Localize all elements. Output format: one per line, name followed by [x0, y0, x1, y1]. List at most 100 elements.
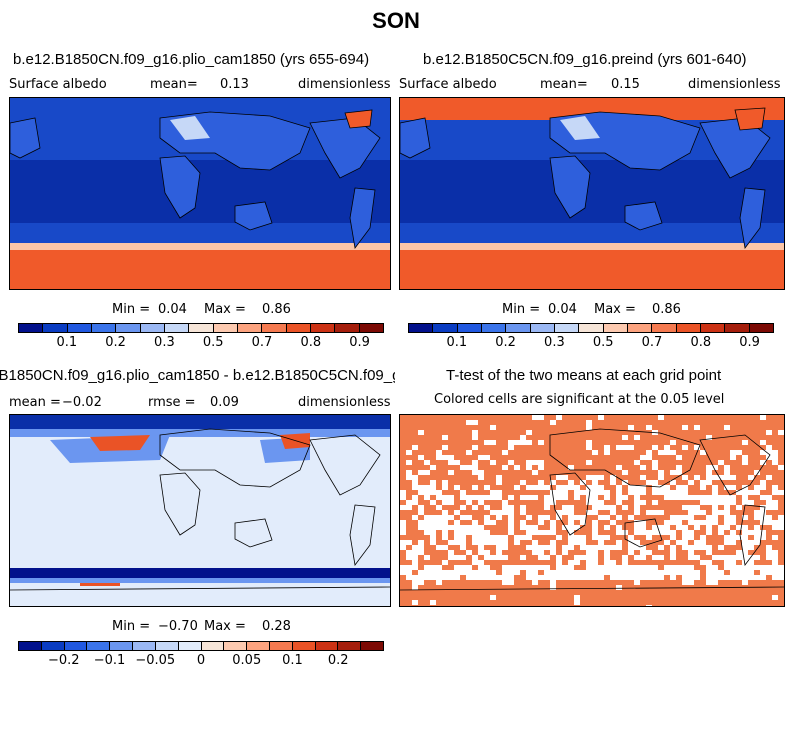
significant-cell [736, 500, 742, 505]
significant-cell [676, 545, 682, 550]
significant-cell [424, 505, 430, 510]
significant-cell [748, 535, 754, 540]
significant-cell [460, 595, 466, 600]
significant-cell [586, 590, 592, 595]
significant-cell [526, 585, 532, 590]
significant-cell [736, 440, 742, 445]
significant-cell [622, 580, 628, 585]
significant-cell [568, 500, 574, 505]
significant-cell [616, 580, 622, 585]
significant-cell [478, 580, 484, 585]
significant-cell [520, 540, 526, 545]
significant-cell [766, 540, 772, 545]
significant-cell [568, 555, 574, 560]
significant-cell [514, 490, 520, 495]
significant-cell [664, 430, 670, 435]
significant-cell [400, 515, 406, 520]
significant-cell [412, 460, 418, 465]
significant-cell [580, 455, 586, 460]
significant-cell [658, 495, 664, 500]
significant-cell [514, 510, 520, 515]
significant-cell [424, 450, 430, 455]
significant-cell [748, 590, 754, 595]
significant-cell [646, 540, 652, 545]
significant-cell [676, 580, 682, 585]
significant-cell [526, 425, 532, 430]
significant-cell [454, 500, 460, 505]
significant-cell [730, 490, 736, 495]
significant-cell [682, 460, 688, 465]
significant-cell [748, 495, 754, 500]
significant-cell [490, 475, 496, 480]
significant-cell [568, 585, 574, 590]
significant-cell [742, 420, 748, 425]
significant-cell [712, 415, 718, 420]
significant-cell [556, 545, 562, 550]
significant-cell [754, 455, 760, 460]
significant-cell [418, 495, 424, 500]
significant-cell [460, 460, 466, 465]
significant-cell [658, 445, 664, 450]
significant-cell [448, 545, 454, 550]
significant-cell [778, 455, 784, 460]
significant-cell [706, 595, 712, 600]
significant-cell [424, 600, 430, 605]
significant-cell [754, 570, 760, 575]
significant-cell [616, 470, 622, 475]
significant-cell [466, 440, 472, 445]
significant-cell [514, 420, 520, 425]
significant-cell [508, 590, 514, 595]
significant-cell [556, 505, 562, 510]
significant-cell [478, 520, 484, 525]
significant-cell [754, 415, 760, 420]
significant-cell [718, 470, 724, 475]
significant-cell [688, 415, 694, 420]
significant-cell [748, 485, 754, 490]
significant-cell [604, 600, 610, 605]
significant-cell [544, 605, 550, 606]
significant-cell [430, 425, 436, 430]
significant-cell [424, 465, 430, 470]
significant-cell [586, 525, 592, 530]
significant-cell [508, 455, 514, 460]
significant-cell [580, 565, 586, 570]
significant-cell [442, 465, 448, 470]
significant-cell [592, 600, 598, 605]
significant-cell [664, 575, 670, 580]
significant-cell [658, 465, 664, 470]
significant-cell [754, 580, 760, 585]
significant-cell [742, 425, 748, 430]
significant-cell [688, 445, 694, 450]
significant-cell [778, 470, 784, 475]
significant-cell [754, 465, 760, 470]
significant-cell [532, 600, 538, 605]
colorbar-swatch [338, 642, 362, 650]
significant-cell [676, 480, 682, 485]
significant-cell [688, 560, 694, 565]
significant-cell [646, 555, 652, 560]
significant-cell [652, 455, 658, 460]
significant-cell [724, 435, 730, 440]
significant-cell [502, 460, 508, 465]
significant-cell [550, 535, 556, 540]
colorbar-tick-label: 0.7 [251, 335, 273, 350]
significant-cell [658, 430, 664, 435]
significant-cell [454, 580, 460, 585]
significant-cell [574, 585, 580, 590]
significant-cell [430, 455, 436, 460]
significant-cell [454, 585, 460, 590]
significant-cell [754, 445, 760, 450]
significant-cell [742, 590, 748, 595]
significant-cell [742, 510, 748, 515]
significant-cell [640, 505, 646, 510]
significant-cell [454, 545, 460, 550]
significant-cell [646, 460, 652, 465]
significant-cell [664, 455, 670, 460]
siberia-positive [280, 433, 310, 449]
significant-cell [598, 480, 604, 485]
significant-cell [628, 505, 634, 510]
colorbar-swatch [457, 324, 482, 332]
significant-cell [760, 545, 766, 550]
significant-cell [430, 470, 436, 475]
significant-cell [502, 525, 508, 530]
